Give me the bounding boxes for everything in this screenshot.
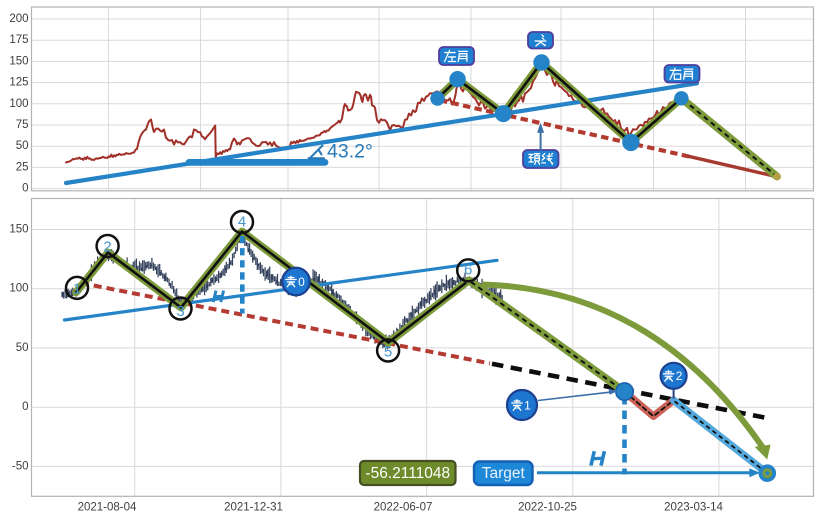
svg-text:-50: -50 (12, 460, 29, 472)
svg-text:0: 0 (22, 183, 28, 195)
svg-text:125: 125 (9, 77, 28, 89)
svg-text:6: 6 (464, 261, 472, 278)
svg-text:50: 50 (16, 342, 29, 354)
svg-text:2: 2 (676, 369, 683, 383)
svg-text:43.2°: 43.2° (327, 141, 373, 163)
svg-text:2021-08-04: 2021-08-04 (78, 502, 137, 514)
svg-text:2021-12-31: 2021-12-31 (224, 502, 283, 514)
svg-text:75: 75 (16, 119, 29, 131)
svg-text:-56.2111048: -56.2111048 (365, 465, 450, 482)
svg-text:175: 175 (9, 34, 28, 46)
svg-text:100: 100 (9, 98, 28, 110)
svg-text:0: 0 (22, 401, 28, 413)
svg-text:0: 0 (298, 275, 305, 289)
svg-text:25: 25 (16, 161, 29, 173)
svg-text:3: 3 (176, 303, 184, 320)
svg-text:4: 4 (238, 214, 246, 231)
svg-text:150: 150 (9, 55, 28, 67)
svg-text:1: 1 (524, 398, 531, 412)
svg-text:200: 200 (9, 13, 28, 25)
svg-text:50: 50 (16, 140, 29, 152)
svg-text:1: 1 (73, 280, 81, 297)
svg-text:Target: Target (482, 465, 526, 482)
svg-text:2022-10-25: 2022-10-25 (518, 502, 577, 514)
svg-text:5: 5 (384, 344, 392, 361)
svg-text:2023-03-14: 2023-03-14 (664, 502, 723, 514)
svg-text:2: 2 (103, 239, 111, 256)
svg-text:100: 100 (9, 283, 28, 295)
svg-text:150: 150 (9, 224, 28, 236)
svg-text:2022-06-07: 2022-06-07 (374, 502, 433, 514)
